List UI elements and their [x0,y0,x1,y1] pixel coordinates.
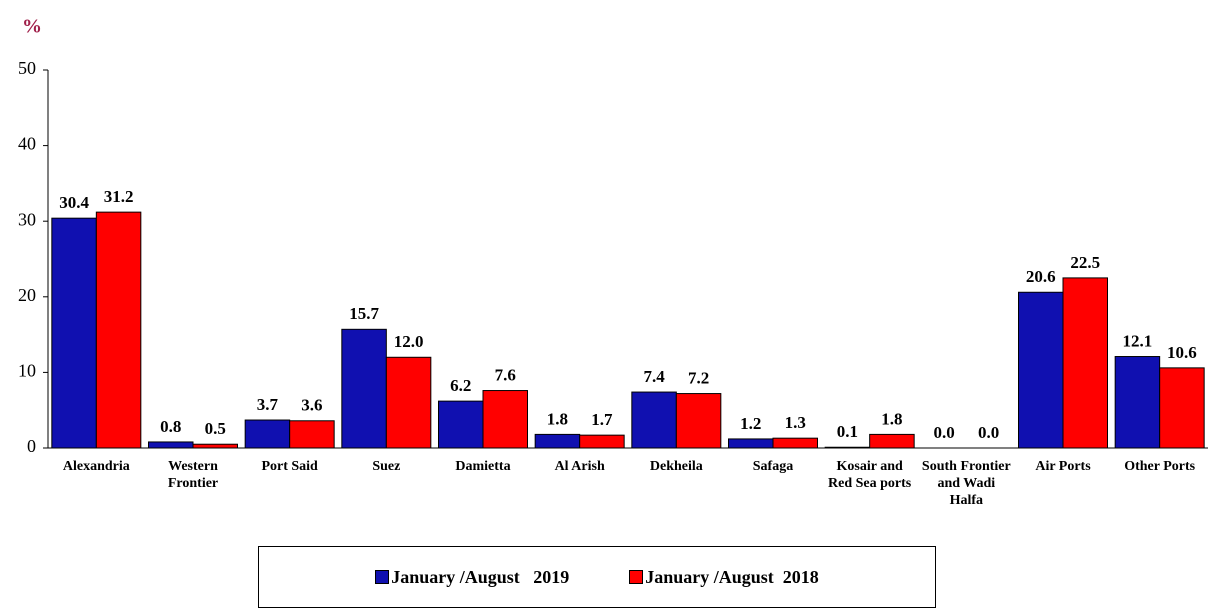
x-tick-label: Other Ports [1124,459,1196,474]
value-label: 10.6 [1167,343,1197,362]
bar [148,441,194,449]
bar [192,443,238,449]
value-label: 7.6 [495,365,516,384]
value-label: 6.2 [450,376,471,395]
bar [824,446,871,449]
value-label: 12.0 [394,332,424,351]
bar [51,217,97,449]
value-label: 1.3 [785,413,806,432]
x-tick-label: South Frontier and Wadi Halfa [921,459,1011,508]
y-tick-label: 30 [18,209,36,229]
y-tick-label: 10 [18,361,36,381]
value-label: 30.4 [59,193,89,212]
value-label: 12.1 [1123,331,1153,350]
value-label: 22.5 [1070,253,1100,272]
legend-swatch [629,570,644,584]
bar [534,433,581,449]
bar [675,393,722,449]
y-tick-label: 50 [18,58,36,78]
value-label: 0.0 [933,423,954,442]
value-label: 0.8 [160,417,181,436]
value-label: 3.6 [301,396,322,415]
bar [1062,277,1108,449]
x-tick-label: Safaga [752,459,794,474]
x-tick-label: Port Said [261,459,318,474]
legend: January /August 2019 January /August 2018 [258,546,936,608]
bar [728,438,774,449]
value-label: 0.1 [837,422,858,441]
bar [1018,291,1064,449]
y-unit: % [22,16,42,38]
y-tick-label: 20 [18,285,36,305]
bar [1159,367,1205,449]
bar [385,356,432,449]
bar [438,400,484,449]
bar [244,419,291,449]
legend-label: January /August 2019 [391,566,570,587]
value-label: 1.7 [591,410,613,429]
x-tick-label: Dekheila [649,459,703,474]
value-label: 1.8 [547,409,568,428]
legend-label: January /August 2018 [645,566,819,587]
bar [579,434,625,449]
bar [869,433,915,449]
legend-swatch [375,570,390,584]
legend-item: January /August 2019 [375,567,569,588]
y-tick-label: 0 [27,436,36,456]
bar [341,328,387,449]
value-label: 7.2 [688,368,709,387]
y-tick-label: 40 [18,134,36,154]
x-tick-label: Damietta [455,459,511,474]
x-tick-label: Kosair and Red Sea ports [828,459,912,491]
value-label: 20.6 [1026,267,1056,286]
value-label: 1.2 [740,414,761,433]
value-label: 0.5 [205,419,226,438]
bar [631,391,677,449]
x-tick-label: Air Ports [1035,459,1091,474]
bar [772,437,818,449]
bar [289,420,335,449]
x-tick-label: Alexandria [62,459,130,474]
value-label: 31.2 [104,187,134,206]
x-tick-label: Suez [372,459,401,474]
legend-item: January /August 2018 [629,567,819,588]
bar [95,211,142,449]
value-label: 1.8 [881,409,902,428]
bar [482,390,528,449]
value-label: 0.0 [978,423,999,442]
value-label: 15.7 [349,304,379,323]
bar [1114,356,1161,449]
x-tick-label: Western Frontier [167,459,219,491]
value-label: 3.7 [257,395,279,414]
x-tick-label: Al Arish [554,459,605,474]
value-label: 7.4 [643,367,665,386]
